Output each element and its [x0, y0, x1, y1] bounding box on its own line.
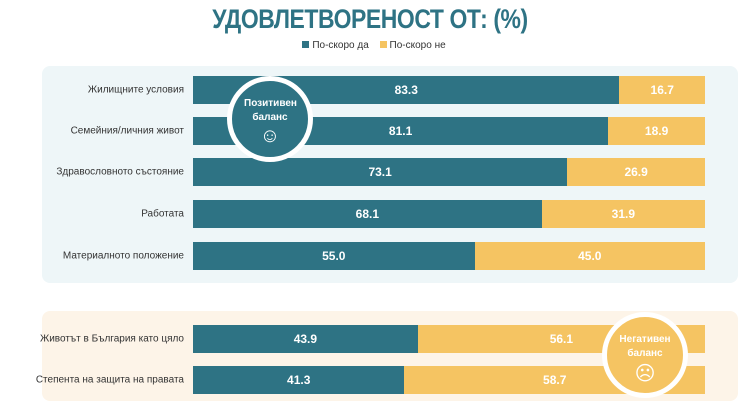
legend-yes: По-скоро да [312, 40, 369, 51]
legend-no: По-скоро не [389, 40, 446, 51]
bar-no: 45.0 [474, 242, 705, 270]
chart-title: УДОВЛЕТВОРЕНОСТ ОТ: (%) [212, 4, 528, 34]
category-label: Жилищните условия [87, 84, 184, 96]
positive-balance-badge: Позитивен баланс ☺ [227, 76, 313, 162]
bar-no: 31.9 [541, 200, 705, 228]
bar-no: 26.9 [567, 158, 705, 186]
category-label: Материалното положение [62, 250, 184, 262]
category-label: Работата [141, 208, 184, 220]
category-label: Животът в България като цяло [39, 333, 184, 345]
balance-label: Негативен баланс [619, 334, 671, 359]
balance-label: Позитивен баланс [244, 98, 297, 123]
bar-yes: 43.9 [193, 325, 418, 353]
category-label: Степента на защита на правата [35, 374, 184, 386]
bar-yes: 68.1 [193, 200, 542, 228]
sad-icon: ☹ [634, 363, 656, 385]
bar-no: 18.9 [608, 117, 705, 145]
category-label: Здравословното състояние [56, 166, 184, 178]
legend: По-скоро да По-скоро не [0, 40, 740, 51]
legend-swatch-no [379, 41, 387, 48]
bar-no: 16.7 [619, 76, 705, 104]
category-label: Семейния/личния живот [70, 125, 184, 137]
smile-icon: ☺ [259, 125, 281, 147]
negative-balance-badge: Негативен баланс ☹ [602, 312, 688, 398]
bar-yes: 55.0 [193, 242, 475, 270]
bar-yes: 73.1 [193, 158, 568, 186]
bar-yes: 41.3 [193, 366, 405, 394]
legend-swatch-yes [302, 41, 310, 48]
